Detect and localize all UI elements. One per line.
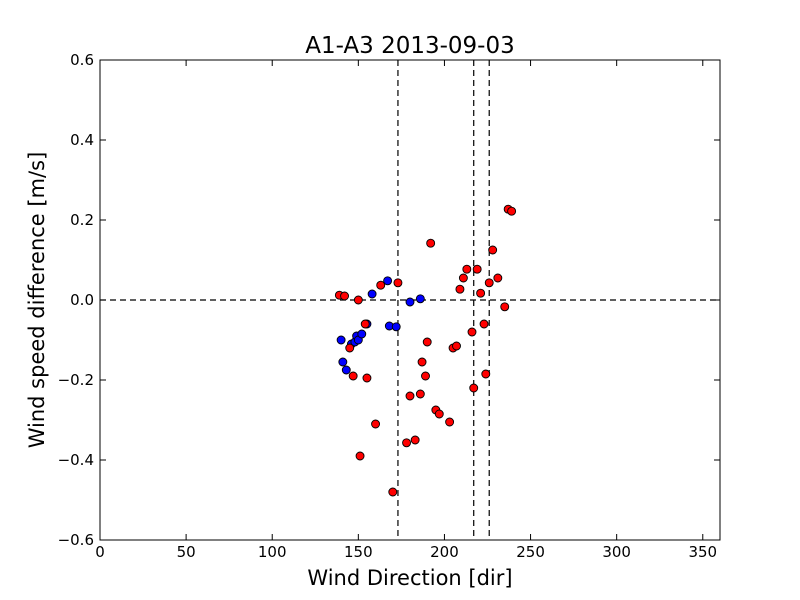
x-tick-label: 350 bbox=[688, 543, 717, 561]
data-point-s2-2 bbox=[340, 291, 350, 301]
data-point-s1-2 bbox=[338, 357, 348, 367]
data-point-s2-8 bbox=[362, 373, 372, 383]
data-point-s2-4 bbox=[348, 371, 358, 381]
data-point-s2-26 bbox=[455, 284, 465, 294]
chart-title: A1-A3 2013-09-03 bbox=[305, 33, 515, 59]
x-tick-label: 100 bbox=[258, 543, 287, 561]
data-points bbox=[334, 204, 517, 497]
x-tick-label: 300 bbox=[602, 543, 631, 561]
x-tick-label: 200 bbox=[430, 543, 459, 561]
data-point-s2-35 bbox=[484, 278, 494, 288]
data-point-s1-3 bbox=[341, 365, 351, 375]
y-tick-label: −0.2 bbox=[58, 371, 94, 389]
data-point-s2-9 bbox=[371, 419, 381, 429]
data-point-s2-32 bbox=[476, 288, 486, 298]
data-point-s2-12 bbox=[393, 278, 403, 288]
data-point-s2-18 bbox=[421, 371, 430, 381]
x-axis-label: Wind Direction [dir] bbox=[307, 566, 512, 590]
data-point-s2-33 bbox=[479, 319, 489, 329]
y-tick-label: 0.0 bbox=[70, 291, 94, 309]
data-point-s2-20 bbox=[426, 238, 436, 248]
data-point-s2-29 bbox=[467, 327, 477, 337]
y-tick-label: 0.4 bbox=[70, 131, 94, 149]
x-tick-label: 150 bbox=[344, 543, 373, 561]
x-tick-label: 0 bbox=[95, 543, 105, 561]
data-point-s2-30 bbox=[469, 383, 479, 393]
data-point-s1-11 bbox=[383, 276, 393, 286]
x-axis-ticks: 0 50 100 150 200 250 300 350 bbox=[95, 60, 717, 561]
y-tick-label: −0.6 bbox=[58, 531, 94, 549]
data-point-s2-22 bbox=[434, 409, 444, 419]
data-point-s2-40 bbox=[507, 206, 517, 216]
y-tick-label: 0.2 bbox=[70, 211, 94, 229]
y-axis-label: Wind speed difference [m/s] bbox=[25, 152, 49, 449]
data-point-s2-37 bbox=[493, 273, 503, 283]
data-point-s2-31 bbox=[472, 264, 482, 274]
data-point-s2-3 bbox=[345, 343, 355, 353]
data-point-s2-6 bbox=[355, 451, 365, 461]
data-point-s1-1 bbox=[336, 335, 346, 345]
y-tick-label: 0.6 bbox=[70, 51, 94, 69]
data-point-s1-15 bbox=[415, 294, 425, 304]
data-point-s2-7 bbox=[360, 319, 370, 329]
data-point-s1-10 bbox=[367, 289, 377, 299]
data-point-s1-14 bbox=[405, 297, 415, 307]
data-point-s2-23 bbox=[445, 417, 455, 427]
data-point-s2-38 bbox=[500, 302, 510, 312]
x-tick-label: 250 bbox=[516, 543, 545, 561]
data-point-s2-19 bbox=[422, 337, 432, 347]
data-point-s2-36 bbox=[488, 245, 498, 255]
y-axis-ticks: −0.6 −0.4 −0.2 0.0 0.2 0.4 0.6 bbox=[58, 51, 720, 549]
data-point-s2-16 bbox=[415, 389, 425, 399]
data-point-s2-34 bbox=[481, 369, 491, 379]
data-point-s2-15 bbox=[410, 435, 420, 445]
data-point-s1-8 bbox=[357, 329, 367, 339]
data-point-s2-25 bbox=[452, 341, 461, 351]
y-tick-label: −0.4 bbox=[58, 451, 94, 469]
data-point-s2-14 bbox=[405, 391, 415, 401]
x-tick-label: 50 bbox=[177, 543, 196, 561]
data-point-s2-11 bbox=[388, 487, 398, 497]
data-point-s2-13 bbox=[402, 438, 412, 448]
data-point-s2-10 bbox=[376, 280, 386, 290]
data-point-s2-28 bbox=[462, 264, 472, 274]
data-point-s2-27 bbox=[458, 273, 468, 283]
data-point-s2-17 bbox=[417, 357, 427, 367]
data-point-s2-5 bbox=[353, 295, 363, 305]
data-point-s1-13 bbox=[391, 322, 401, 332]
